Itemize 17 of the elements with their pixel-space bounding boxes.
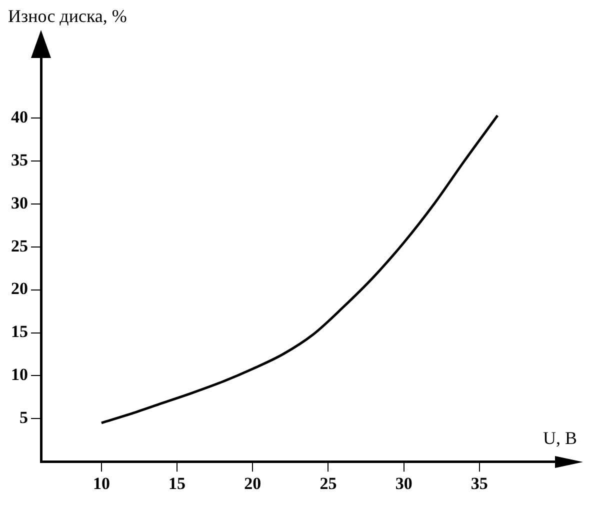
line-series bbox=[100, 114, 499, 424]
x-tick-label: 20 bbox=[244, 474, 262, 494]
y-tick-label: 40 bbox=[11, 108, 28, 126]
x-tick-label: 15 bbox=[168, 474, 186, 494]
x-tick-label: 30 bbox=[395, 474, 412, 494]
y-tick-label: 15 bbox=[11, 322, 28, 342]
x-axis-title: U, B bbox=[543, 428, 578, 449]
x-tick-label: 35 bbox=[470, 474, 488, 494]
y-tick-label: 5 bbox=[20, 408, 28, 428]
y-tick-label: 25 bbox=[11, 236, 28, 256]
y-axis-title: Износ диска, % bbox=[8, 6, 127, 27]
x-tick-label: 10 bbox=[92, 474, 110, 494]
y-tick-label: 10 bbox=[11, 365, 28, 384]
y-tick-label: 35 bbox=[11, 150, 28, 170]
y-tick-label: 30 bbox=[11, 193, 28, 212]
y-tick-label: 20 bbox=[11, 279, 28, 298]
x-tick-label: 25 bbox=[320, 474, 337, 494]
